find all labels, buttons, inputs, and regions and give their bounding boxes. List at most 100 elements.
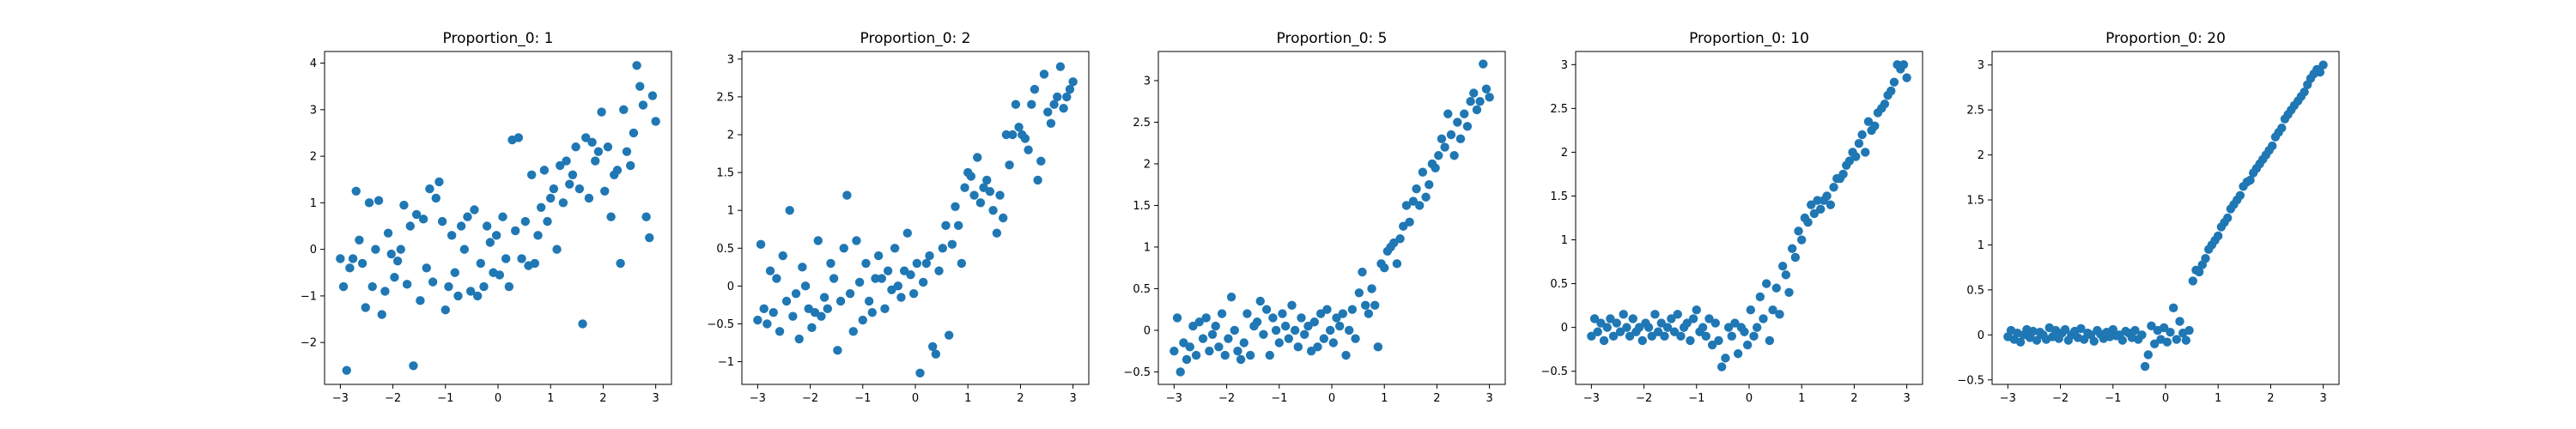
- data-point: [647, 91, 658, 100]
- data-point: [839, 244, 848, 253]
- data-point: [819, 293, 829, 302]
- scatter-points: [336, 61, 660, 375]
- y-tick-label: 1: [1561, 234, 1568, 247]
- data-point: [817, 311, 826, 321]
- data-point: [966, 172, 976, 181]
- data-point: [1049, 100, 1059, 109]
- data-point: [558, 198, 568, 208]
- data-point: [960, 183, 969, 192]
- y-tick-label: −1: [301, 290, 317, 303]
- data-point: [1771, 283, 1782, 293]
- x-tick-label: 3: [1903, 392, 1910, 405]
- data-point: [1293, 342, 1303, 352]
- data-point: [1622, 323, 1631, 332]
- data-point: [1271, 325, 1281, 335]
- data-point: [377, 310, 386, 319]
- data-point: [1704, 314, 1714, 323]
- x-tick-label: 3: [1485, 392, 1492, 405]
- data-point: [1024, 145, 1033, 154]
- data-point: [1723, 323, 1734, 332]
- data-point: [2076, 323, 2086, 334]
- data-point: [2143, 350, 2153, 360]
- data-point: [450, 268, 460, 277]
- data-point: [1589, 314, 1600, 323]
- data-point: [845, 288, 855, 299]
- data-point: [491, 231, 501, 240]
- data-point: [1351, 334, 1360, 343]
- x-tick-label: 2: [2267, 392, 2274, 405]
- y-tick-label: 0.5: [1550, 278, 1568, 291]
- data-point: [1752, 323, 1762, 332]
- data-point: [1332, 313, 1341, 323]
- data-point: [476, 258, 485, 269]
- data-point: [864, 296, 874, 306]
- data-point: [1803, 217, 1813, 227]
- subplot-1: Proportion_0: 1 −3 −2 −1 0 1 2 3 −2 −1 0 1 2 3 4: [301, 30, 672, 405]
- data-point: [495, 270, 505, 280]
- data-point: [1306, 347, 1316, 356]
- data-point: [1230, 325, 1239, 335]
- data-point: [969, 190, 979, 200]
- data-point: [791, 288, 801, 299]
- data-point: [925, 251, 934, 261]
- data-point: [1399, 221, 1408, 231]
- x-tick-label: −1: [1271, 392, 1287, 405]
- y-tick-label: 2: [1561, 147, 1568, 160]
- data-point: [1001, 130, 1012, 140]
- data-point: [807, 323, 817, 333]
- data-point: [769, 308, 778, 317]
- data-point: [1198, 334, 1208, 343]
- data-point: [1485, 93, 1494, 102]
- data-point: [2268, 141, 2277, 151]
- data-point: [1775, 310, 1784, 319]
- data-point: [1721, 353, 1730, 363]
- x-tick-label: −2: [385, 392, 401, 405]
- y-tick-label: 2: [310, 151, 317, 164]
- data-point: [1005, 160, 1014, 170]
- data-point: [2223, 213, 2233, 223]
- data-point: [470, 205, 479, 214]
- data-point: [1612, 318, 1621, 328]
- data-point: [578, 319, 587, 329]
- data-point: [902, 228, 913, 238]
- data-point: [517, 254, 526, 263]
- data-point: [1020, 134, 1030, 143]
- data-point: [753, 315, 762, 325]
- data-point: [1345, 325, 1354, 335]
- x-tick-label: 0: [1746, 392, 1753, 405]
- data-point: [1043, 107, 1053, 117]
- x-tick-label: 3: [652, 392, 659, 405]
- data-point: [409, 361, 418, 371]
- data-point: [1790, 252, 1801, 263]
- data-point: [1194, 317, 1204, 327]
- data-point: [2032, 335, 2042, 345]
- data-point: [2168, 303, 2178, 313]
- y-tick-label: 2.5: [716, 91, 734, 104]
- data-point: [1179, 338, 1188, 347]
- data-point: [361, 303, 370, 312]
- data-point: [348, 254, 358, 263]
- data-point: [1315, 309, 1326, 318]
- data-point: [1412, 184, 1421, 194]
- x-tick-label: 2: [599, 392, 606, 405]
- data-point: [463, 212, 472, 221]
- data-point: [1188, 321, 1198, 331]
- y-tick-label: 3: [1561, 59, 1568, 72]
- data-point: [552, 245, 562, 254]
- data-point: [1733, 349, 1743, 359]
- data-point: [1434, 151, 1443, 160]
- data-point: [1673, 310, 1682, 319]
- scatter-points: [2003, 60, 2328, 372]
- data-point: [2194, 267, 2204, 277]
- data-point: [626, 160, 635, 171]
- data-point: [1692, 305, 1701, 315]
- data-point: [498, 212, 507, 221]
- data-point: [1334, 321, 1345, 331]
- data-point: [536, 202, 546, 212]
- data-point: [2089, 336, 2099, 346]
- data-point: [1062, 92, 1072, 102]
- data-point: [1863, 117, 1874, 126]
- data-point: [1255, 296, 1265, 306]
- data-point: [1656, 318, 1666, 328]
